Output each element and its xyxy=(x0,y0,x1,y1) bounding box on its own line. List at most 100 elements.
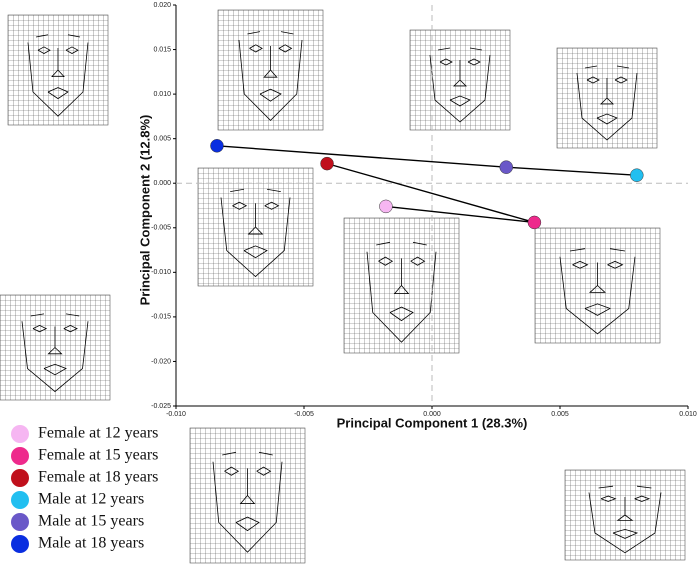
legend-swatch xyxy=(11,513,29,531)
legend-label: Male at 18 years xyxy=(38,535,144,552)
nose xyxy=(600,78,614,105)
mouth xyxy=(43,363,67,376)
y-tick-label: -0.025 xyxy=(151,403,171,410)
brow xyxy=(609,248,626,252)
nose xyxy=(263,46,278,78)
y-tick-label: 0.015 xyxy=(153,46,171,53)
legend-swatch xyxy=(11,469,29,487)
legend-label: Male at 12 years xyxy=(38,491,144,508)
eye xyxy=(37,46,51,54)
eye xyxy=(32,325,48,333)
deformation-grids xyxy=(0,9,686,564)
eye xyxy=(586,76,600,84)
mouth xyxy=(47,87,69,100)
legend-label: Female at 12 years xyxy=(38,425,158,442)
brow xyxy=(35,34,49,38)
point xyxy=(630,168,644,182)
eye xyxy=(439,58,453,66)
legend-label: Female at 18 years xyxy=(38,469,158,486)
eye xyxy=(410,256,426,266)
eye xyxy=(63,325,78,333)
mouth xyxy=(259,88,282,102)
x-tick-label: 0.005 xyxy=(551,411,569,418)
y-tick-label: 0.010 xyxy=(153,91,171,98)
face-grid xyxy=(217,9,324,131)
point xyxy=(320,156,334,171)
face-grid xyxy=(7,14,109,126)
brow xyxy=(65,313,80,317)
point xyxy=(379,199,393,214)
mouth xyxy=(584,303,611,316)
brow xyxy=(616,65,630,69)
eye xyxy=(232,201,248,210)
face-grid xyxy=(564,469,686,561)
brow xyxy=(412,241,427,246)
brow xyxy=(376,241,391,246)
x-tick-label: -0.010 xyxy=(166,411,186,418)
jaw-outline xyxy=(21,321,89,393)
brow xyxy=(258,451,273,456)
legend-swatch xyxy=(11,425,29,443)
y-tick-label: -0.010 xyxy=(151,269,171,276)
brow xyxy=(222,451,237,456)
nose xyxy=(47,326,63,355)
eye xyxy=(467,58,481,66)
eye xyxy=(65,46,79,54)
point xyxy=(527,215,542,230)
y-tick-label: 0.000 xyxy=(153,180,171,187)
y-tick-label: -0.005 xyxy=(151,225,171,232)
eye xyxy=(607,260,624,269)
jaw-outline xyxy=(588,492,662,554)
brow xyxy=(598,485,614,489)
jaw-outline xyxy=(429,54,491,123)
jaw-outline xyxy=(27,42,89,117)
nose xyxy=(453,60,467,87)
x-tick-label: 0.000 xyxy=(423,411,441,418)
nose xyxy=(239,468,256,504)
legend-label: Female at 15 years xyxy=(38,447,158,464)
legend-swatch xyxy=(11,535,29,553)
brow xyxy=(280,31,294,35)
eye xyxy=(256,466,272,476)
mouth xyxy=(449,95,471,107)
brow xyxy=(247,31,261,35)
eye xyxy=(634,495,651,502)
jaw-outline xyxy=(559,256,636,335)
eye xyxy=(572,260,589,269)
face-grid xyxy=(556,47,658,149)
legend-label: Male at 15 years xyxy=(38,513,144,530)
face-grid xyxy=(534,227,661,344)
mouth xyxy=(235,516,260,532)
legend-swatch xyxy=(11,491,29,509)
brow xyxy=(437,47,451,51)
mouth xyxy=(612,528,639,539)
x-axis-label: Principal Component 1 (28.3%) xyxy=(337,415,528,430)
face-grid xyxy=(343,217,460,354)
jaw-outline xyxy=(220,197,291,278)
eye xyxy=(249,44,263,53)
eye xyxy=(278,44,293,53)
x-tick-label: -0.005 xyxy=(294,411,314,418)
face-grid xyxy=(409,29,511,131)
face-grid xyxy=(0,294,111,401)
y-tick-label: 0.005 xyxy=(153,136,171,143)
mouth xyxy=(596,113,618,125)
jaw-outline xyxy=(238,39,303,121)
y-axis-label: Principal Component 2 (12.8%) xyxy=(137,115,152,306)
eye xyxy=(264,201,280,210)
legend-swatch xyxy=(11,447,29,465)
brow xyxy=(230,188,245,192)
jaw-outline xyxy=(576,72,638,141)
eye xyxy=(378,256,394,266)
y-tick-label: 0.020 xyxy=(153,2,171,9)
face-grid xyxy=(197,167,314,287)
face-grid xyxy=(189,427,306,564)
brow xyxy=(266,188,281,192)
nose xyxy=(616,497,634,521)
brow xyxy=(67,34,81,38)
y-tick-label: -0.020 xyxy=(151,358,171,365)
y-tick-label: -0.015 xyxy=(151,314,171,321)
brow xyxy=(584,65,598,69)
nose xyxy=(51,48,65,77)
